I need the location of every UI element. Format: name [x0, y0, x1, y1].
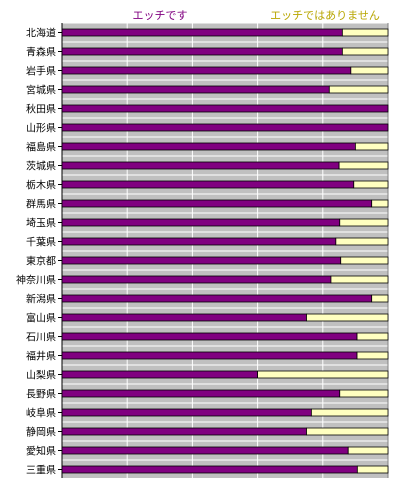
category-label: 静岡県 — [26, 426, 56, 439]
bar-series-1-22 — [61, 446, 349, 455]
category-label: 岩手県 — [26, 65, 56, 78]
bar-series-1-11 — [61, 237, 337, 246]
bar-series-2-6 — [354, 142, 389, 151]
bar-series-1-4 — [61, 104, 389, 113]
legend-entry-series-2: エッチではありません — [270, 9, 380, 22]
bar-series-2-21 — [306, 427, 389, 436]
category-label: 石川県 — [26, 332, 56, 344]
bar-series-2-7 — [338, 161, 389, 170]
category-label: 長野県 — [26, 389, 56, 401]
category-label: 山梨県 — [26, 369, 56, 382]
category-label: 神奈川県 — [16, 274, 56, 287]
category-label: 北海道 — [26, 27, 56, 40]
bar-series-2-8 — [353, 180, 389, 189]
category-label: 富山県 — [26, 312, 56, 325]
bar-series-1-3 — [61, 85, 330, 94]
bar-series-1-14 — [61, 294, 373, 303]
bar-series-1-23 — [61, 465, 358, 474]
category-label: 三重県 — [26, 464, 56, 477]
category-label: 福島県 — [26, 141, 56, 154]
bar-series-1-15 — [61, 313, 307, 322]
bar-series-1-16 — [61, 332, 358, 341]
bar-series-2-23 — [356, 465, 389, 474]
bar-series-2-12 — [340, 256, 389, 265]
bar-series-2-10 — [339, 218, 389, 227]
category-label: 宮城県 — [26, 84, 56, 97]
category-label: 秋田県 — [26, 103, 56, 116]
bar-series-2-1 — [341, 47, 389, 56]
category-label: 愛知県 — [26, 445, 56, 458]
legend-entry-series-1: エッチです — [133, 9, 188, 22]
category-label: 東京都 — [26, 255, 56, 268]
bar-series-2-19 — [339, 389, 389, 398]
bar-series-1-12 — [61, 256, 342, 265]
bar-series-1-17 — [61, 351, 358, 360]
category-label: 青森県 — [26, 46, 56, 59]
bar-series-2-17 — [356, 351, 389, 360]
bar-series-1-20 — [61, 408, 312, 417]
bar-series-2-20 — [310, 408, 389, 417]
bar-series-1-1 — [61, 47, 343, 56]
bar-series-2-15 — [306, 313, 389, 322]
plot-area: 北海道青森県岩手県宮城県秋田県山形県福島県茨城県栃木県群馬県埼玉県千葉県東京都神… — [16, 22, 389, 478]
bar-series-2-13 — [330, 275, 389, 284]
bar-series-1-7 — [61, 161, 340, 170]
category-label: 岐阜県 — [26, 407, 56, 420]
category-label: 埼玉県 — [26, 217, 56, 230]
category-label: 山形県 — [26, 123, 56, 135]
bar-series-2-2 — [350, 66, 389, 75]
bar-series-2-11 — [335, 237, 389, 246]
bar-series-1-21 — [61, 427, 307, 436]
bar-series-1-8 — [61, 180, 355, 189]
bar-series-2-22 — [347, 446, 389, 455]
bar-series-1-13 — [61, 275, 332, 284]
category-label: 群馬県 — [26, 198, 56, 211]
category-label: 新潟県 — [26, 293, 56, 306]
bar-series-1-9 — [61, 199, 373, 208]
bar-series-1-0 — [61, 28, 343, 37]
bar-series-2-14 — [371, 294, 389, 303]
legend: エッチです エッチではありません — [133, 9, 380, 22]
bar-series-1-2 — [61, 66, 352, 75]
category-label: 福井県 — [26, 350, 56, 363]
category-label: 千葉県 — [26, 236, 56, 249]
bar-series-1-6 — [61, 142, 356, 151]
bar-series-1-5 — [61, 123, 389, 132]
bar-series-1-18 — [61, 370, 259, 379]
bar-series-2-18 — [257, 370, 389, 379]
bar-series-1-10 — [61, 218, 341, 227]
bar-series-2-0 — [341, 28, 389, 37]
bar-series-2-3 — [328, 85, 389, 94]
category-label: 栃木県 — [26, 179, 56, 192]
category-label: 茨城県 — [26, 160, 56, 173]
bar-series-2-9 — [371, 199, 389, 208]
bar-series-2-16 — [356, 332, 389, 341]
bar-series-1-19 — [61, 389, 341, 398]
